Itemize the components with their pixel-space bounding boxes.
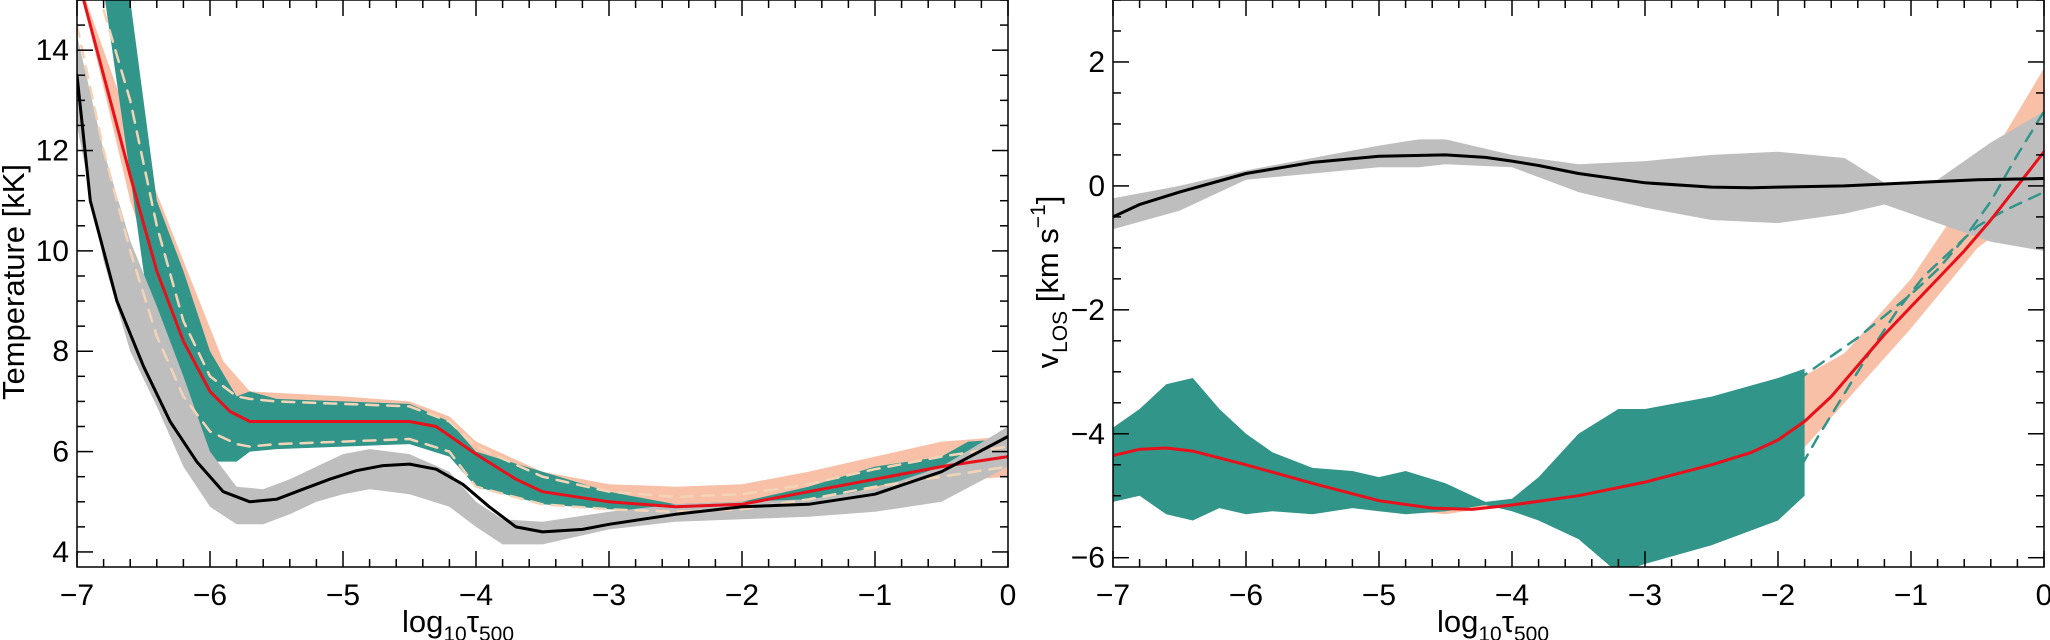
velocity-x-tick-label: 0: [2036, 579, 2050, 612]
temperature-x-tick-label: 0: [1000, 579, 1017, 612]
temperature-y-axis-label: Temperature [kK]: [0, 164, 31, 400]
temperature-x-tick-label: −1: [858, 579, 892, 612]
temperature-y-tick-label: 6: [52, 436, 69, 469]
temperature-x-tick-label: −6: [193, 579, 227, 612]
velocity-lines: [1113, 110, 2044, 511]
temperature-x-tick-label: −2: [725, 579, 759, 612]
velocity-x-tick-label: −4: [1495, 579, 1529, 612]
temperature-x-tick-label: −4: [459, 579, 493, 612]
temperature-y-tick-label: 8: [52, 335, 69, 368]
temperature-plot-frame: [76, 0, 1009, 568]
temperature-black-line: [77, 73, 1008, 534]
temperature-x-tick-label: −7: [60, 579, 94, 612]
temperature-dashed-line-1: [77, 23, 1008, 514]
velocity-y-tick-label: −6: [1071, 542, 1105, 575]
velocity-y-axis-label: vLOS [km s−1]: [1027, 196, 1072, 369]
velocity-black-line: [1113, 153, 2044, 219]
velocity-y-tick-label: 2: [1088, 46, 1105, 79]
temperature-red-line: [82, 0, 1008, 509]
velocity-x-tick-label: −1: [1894, 579, 1928, 612]
temperature-y-tick-label: 14: [36, 34, 69, 67]
temperature-dashed-line-0: [102, 8, 1008, 499]
temperature-y-tick-label: 10: [36, 235, 69, 268]
temperature-ticks: −7 −6 −5 −4 −3 −2 −1 0 4 6 8 10 12 14: [36, 0, 1017, 612]
velocity-y-tick-label: 0: [1088, 170, 1105, 203]
temperature-bands: [77, 0, 1008, 545]
velocity-band-teal: [1113, 368, 1805, 567]
velocity-y-tick-label: −4: [1071, 418, 1105, 451]
temperature-x-axis-label: log10τ500: [402, 604, 514, 640]
velocity-panel: −7 −6 −5 −4 −3 −2 −1 0 −6 −4 −2 0 2 log10τ500 vLOS […: [1027, 0, 2050, 640]
velocity-bands: [1113, 68, 2044, 567]
velocity-x-tick-label: −3: [1628, 579, 1662, 612]
velocity-x-tick-label: −7: [1096, 579, 1130, 612]
velocity-dashed-line-0: [1776, 110, 2044, 392]
velocity-plot-frame: [1112, 0, 2045, 568]
temperature-band-teal: [105, 0, 1008, 515]
velocity-band-salmon: [1113, 68, 2044, 515]
temperature-lines: [77, 0, 1008, 534]
temperature-panel: −7 −6 −5 −4 −3 −2 −1 0 4 6 8 10 12 14 log10τ500 Tempe…: [0, 0, 1016, 640]
velocity-band-gray: [1113, 111, 2044, 251]
temperature-x-tick-label: −5: [326, 579, 360, 612]
velocity-x-tick-label: −6: [1229, 579, 1263, 612]
temperature-y-tick-label: 4: [52, 536, 69, 569]
velocity-ticks: −7 −6 −5 −4 −3 −2 −1 0 −6 −4 −2 0 2: [1071, 0, 2050, 612]
temperature-y-tick-label: 12: [36, 135, 69, 168]
velocity-x-axis-label: log10τ500: [1437, 604, 1549, 640]
velocity-x-tick-label: −2: [1761, 579, 1795, 612]
temperature-x-tick-label: −3: [592, 579, 626, 612]
velocity-x-tick-label: −5: [1362, 579, 1396, 612]
velocity-y-tick-label: −2: [1071, 294, 1105, 327]
temperature-band-gray: [77, 35, 1008, 545]
velocity-red-line: [1113, 150, 2044, 511]
velocity-dashed-line-1: [1790, 190, 2044, 485]
